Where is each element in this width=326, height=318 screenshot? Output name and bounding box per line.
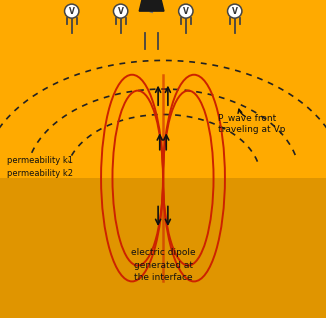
Text: permeability k2: permeability k2: [7, 169, 72, 178]
Bar: [0, 178, 326, 318]
Bar: [0, 0, 326, 178]
Text: electric dipole
generated at
the interface: electric dipole generated at the interfa…: [131, 248, 195, 282]
Circle shape: [179, 4, 193, 18]
Text: permeability k1: permeability k1: [7, 156, 72, 165]
Bar: [0, 178, 326, 318]
Circle shape: [113, 4, 128, 18]
Polygon shape: [139, 0, 164, 11]
Text: V: V: [69, 7, 75, 16]
Text: V: V: [232, 7, 238, 16]
Text: P_wave front
traveling at Vp: P_wave front traveling at Vp: [218, 114, 286, 135]
Text: V: V: [118, 7, 124, 16]
Circle shape: [65, 4, 79, 18]
Circle shape: [228, 4, 242, 18]
Bar: [0, 0, 326, 178]
Text: V: V: [183, 7, 189, 16]
